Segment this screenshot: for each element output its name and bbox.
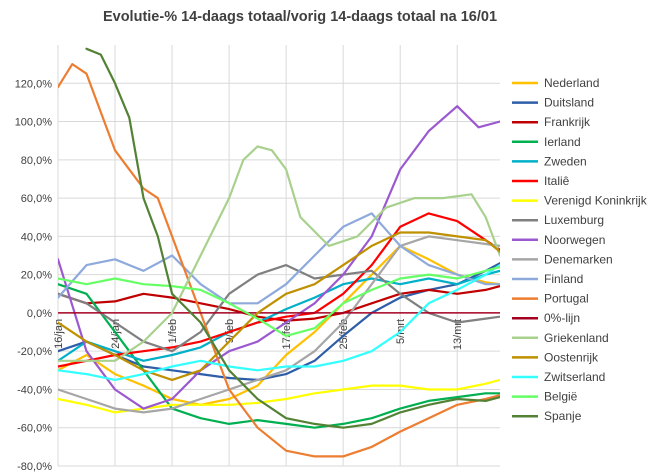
legend-label: Finland [544, 272, 583, 286]
series-line [58, 244, 500, 406]
legend-label: Griekenland [544, 331, 609, 345]
legend-label: 0%-lijn [544, 311, 580, 325]
series-line [58, 262, 500, 381]
legend-label: Noorwegen [544, 233, 605, 247]
series-line [58, 145, 500, 362]
series-line [58, 378, 500, 414]
x-tick-label: 17/feb [281, 319, 293, 350]
series-line [58, 283, 500, 429]
legend-label: België [544, 390, 578, 404]
series-line [58, 105, 500, 410]
y-axis-ticks: -80,0% -60,0% -40,0% -20,0% 0,0% 20,0% 40,0% 60… [15, 78, 53, 473]
legend-label: Oostenrijk [544, 350, 599, 364]
y-tick-label: 40,0% [21, 231, 52, 243]
legend-label: Portugal [544, 292, 589, 306]
y-tick-label: 0,0% [27, 308, 52, 320]
legend-label: Zwitserland [544, 370, 605, 384]
series-line [58, 231, 500, 381]
legend-label: Verenigd Koninkrijk [544, 194, 648, 208]
series-line [58, 265, 500, 337]
legend-label: Italiê [544, 174, 570, 188]
y-tick-label: -40,0% [17, 384, 52, 396]
y-tick-label: 120,0% [15, 78, 53, 90]
legend-label: Luxemburg [544, 213, 604, 227]
y-tick-label: -60,0% [17, 423, 52, 435]
y-tick-label: 20,0% [21, 270, 52, 282]
legend-label: Spanje [544, 409, 582, 423]
legend-label: Duitsland [544, 96, 594, 110]
x-tick-label: 1/feb [167, 319, 179, 343]
legend-label: Zweden [544, 154, 587, 168]
series-lines [58, 47, 500, 458]
series-line [58, 269, 500, 362]
legend-label: Nederland [544, 76, 599, 90]
y-tick-label: -80,0% [17, 461, 52, 473]
y-tick-label: 80,0% [21, 155, 52, 167]
y-tick-label: -20,0% [17, 346, 52, 358]
series-line [58, 212, 500, 368]
chart-title: Evolutie-% 14-daags totaal/vorig 14-daag… [102, 9, 498, 25]
series-line [58, 285, 500, 322]
series-line [85, 47, 500, 429]
series-line [58, 62, 500, 458]
x-tick-label: 13/mrt [452, 319, 464, 350]
legend: Nederland Duitsland Frankrijk Ierland Zweden… [512, 76, 648, 423]
y-tick-label: 60,0% [21, 193, 52, 205]
y-tick-label: 100,0% [15, 117, 53, 129]
legend-label: Denemarken [544, 252, 613, 266]
series-line [58, 212, 500, 305]
series-line [58, 264, 500, 381]
series-line [58, 264, 500, 353]
series-line [58, 235, 500, 414]
legend-label: Ierland [544, 135, 581, 149]
legend-label: Frankrijk [544, 115, 591, 129]
